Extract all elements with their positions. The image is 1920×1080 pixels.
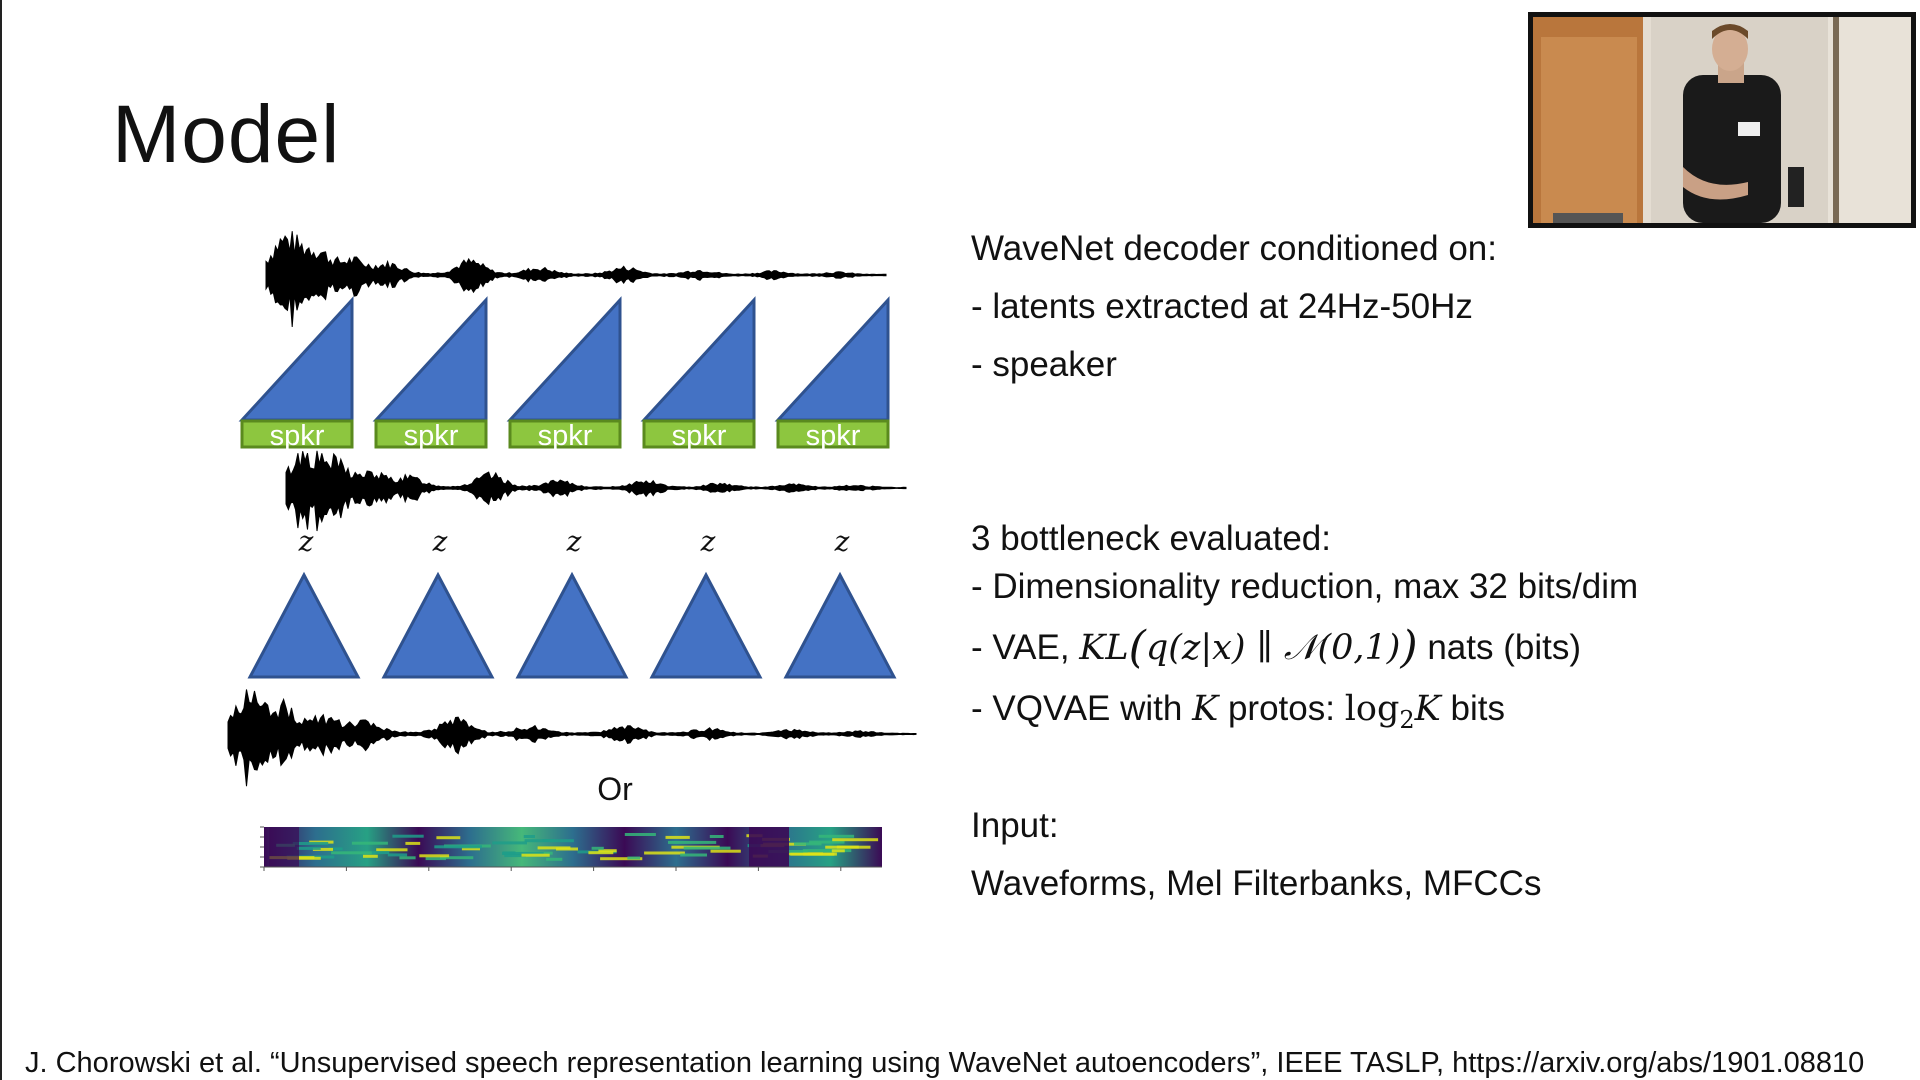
spkr-box-3: [508, 419, 622, 449]
vae-suffix: nats (bits): [1417, 628, 1581, 667]
decoder-item-latents: - latents extracted at 24Hz-50Hz: [971, 287, 1473, 326]
vq-k-symbol: K: [1192, 689, 1219, 729]
spkr-label-3: spkr: [538, 420, 593, 452]
decoder-triangle-4: [640, 296, 756, 422]
slide-left-border: [0, 0, 2, 1080]
bottleneck-item-dimreduction: - Dimensionality reduction, max 32 bits/…: [971, 567, 1639, 606]
z-label-1: z: [298, 525, 314, 558]
decoder-triangles: [238, 296, 890, 422]
wavenet-autoencoder-diagram: spkr spkr spkr spkr spkr z z z z z Or: [227, 231, 917, 871]
spkr-box-4: [642, 419, 756, 449]
vq-suffix: bits: [1440, 689, 1505, 728]
kl-formula: KL(q(z|x) ∥ 𝒩(0,1)): [1079, 622, 1418, 673]
spectrogram-body: [264, 827, 882, 867]
vq-k-symbol-2: K: [1414, 689, 1441, 729]
speaker-video-frame: [1533, 17, 1911, 223]
z-label-4: z: [700, 525, 716, 558]
decoder-triangle-2: [372, 296, 488, 422]
vq-prefix: - VQVAE with: [971, 689, 1193, 728]
spkr-label-4: spkr: [672, 420, 727, 452]
z-label-3: z: [566, 525, 582, 558]
z-label-2: z: [432, 525, 448, 558]
slide-title: Model: [112, 89, 341, 180]
input-waveform: [227, 689, 917, 787]
output-waveform: [265, 231, 887, 328]
spkr-box-5: [776, 419, 890, 449]
speaker-conditioning-boxes: spkr spkr spkr spkr spkr: [240, 419, 890, 452]
vae-prefix: - VAE,: [971, 628, 1080, 667]
spkr-box-2: [374, 419, 488, 449]
decoder-triangle-3: [506, 296, 622, 422]
encoder-triangle-3: [515, 571, 629, 679]
spkr-box-1: [240, 419, 354, 449]
encoder-triangle-5: [783, 571, 897, 679]
bottleneck-item-vae: - VAE, KL(q(z|x) ∥ 𝒩(0,1)) nats (bits): [971, 622, 1581, 673]
bottleneck-heading: 3 bottleneck evaluated:: [971, 519, 1331, 558]
encoder-triangle-2: [381, 571, 495, 679]
citation: J. Chorowski et al. “Unsupervised speech…: [25, 1047, 1865, 1079]
spectrogram-image: [260, 826, 882, 871]
decoder-triangle-1: [238, 296, 354, 422]
vq-log: log: [1344, 689, 1400, 729]
z-label-5: z: [834, 525, 850, 558]
input-heading: Input:: [971, 806, 1059, 845]
latent-waveform: [285, 450, 907, 532]
speaker-video-inset: [1528, 12, 1916, 228]
decoder-heading: WaveNet decoder conditioned on:: [971, 229, 1497, 268]
spkr-label-2: spkr: [404, 420, 459, 452]
spkr-label-1: spkr: [270, 420, 325, 452]
decoder-item-speaker: - speaker: [971, 345, 1117, 384]
encoder-triangle-4: [649, 571, 763, 679]
or-label: Or: [597, 771, 633, 807]
input-list: Waveforms, Mel Filterbanks, MFCCs: [971, 864, 1542, 903]
bottleneck-item-vqvae: - VQVAE with K protos: log2K bits: [971, 688, 1505, 741]
spkr-label-5: spkr: [806, 420, 861, 452]
encoder-triangles: [247, 571, 897, 679]
vq-middle: protos:: [1218, 689, 1345, 728]
vq-log-base: 2: [1399, 706, 1415, 734]
encoder-triangle-1: [247, 571, 361, 679]
decoder-triangle-5: [774, 296, 890, 422]
